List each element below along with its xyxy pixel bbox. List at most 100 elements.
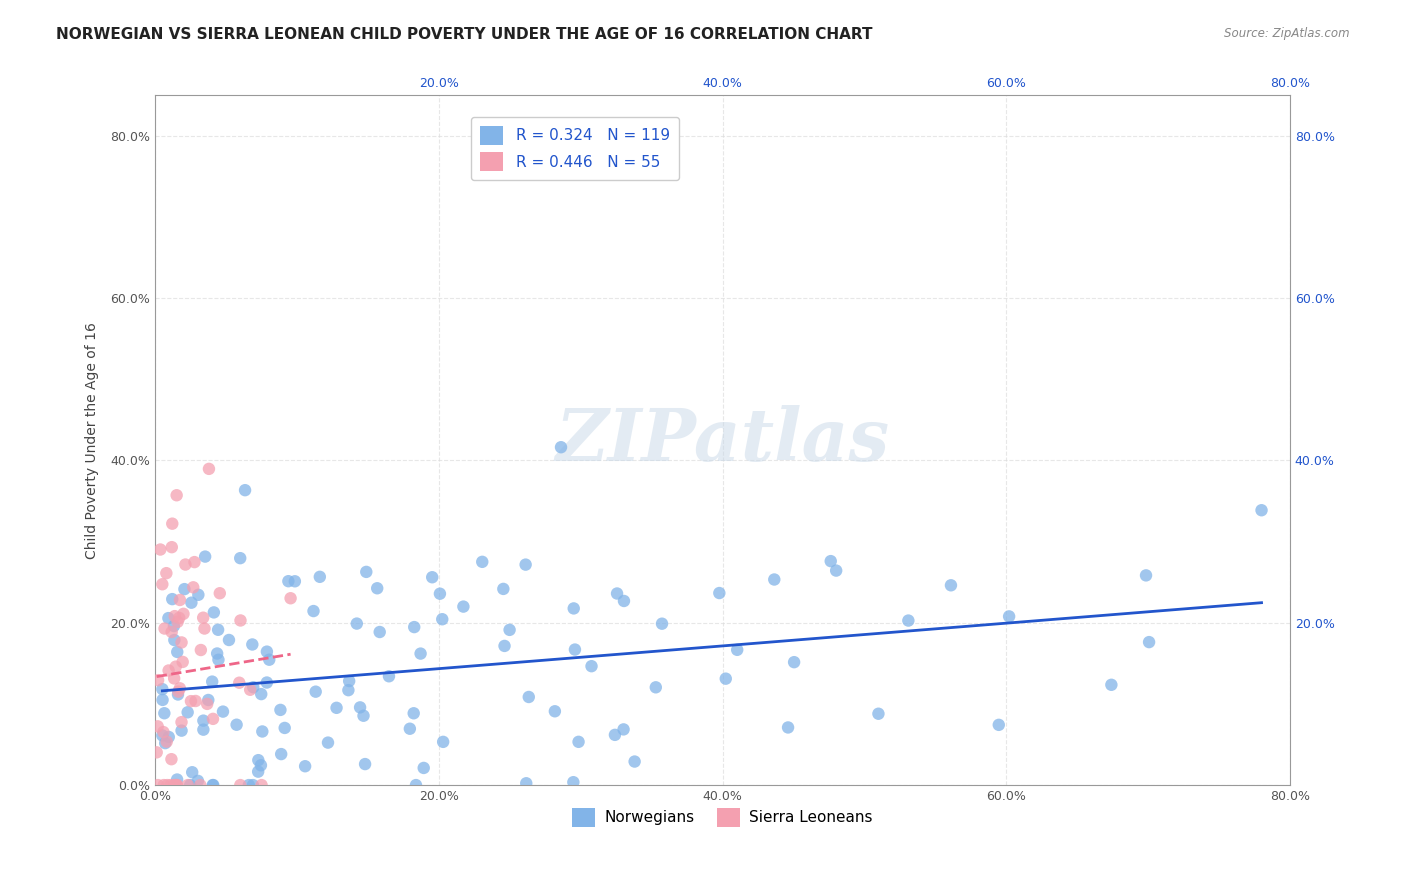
Point xyxy=(1137,635,1160,649)
Point xyxy=(987,718,1010,732)
Point xyxy=(613,594,636,608)
Point xyxy=(316,736,339,750)
Point xyxy=(250,778,273,792)
Point xyxy=(612,723,634,737)
Point xyxy=(167,684,190,698)
Point xyxy=(157,611,180,625)
Point xyxy=(201,674,224,689)
Point xyxy=(515,558,537,572)
Point xyxy=(174,558,197,572)
Point xyxy=(725,643,748,657)
Point xyxy=(207,623,229,637)
Point xyxy=(152,725,174,739)
Point xyxy=(167,611,190,625)
Point xyxy=(152,778,174,792)
Point xyxy=(208,586,231,600)
Point xyxy=(149,542,172,557)
Point xyxy=(453,599,475,614)
Point xyxy=(606,586,628,600)
Point xyxy=(152,693,174,707)
Point xyxy=(273,721,295,735)
Point xyxy=(157,730,180,744)
Point xyxy=(162,516,184,531)
Point xyxy=(202,778,225,792)
Point xyxy=(412,761,434,775)
Point xyxy=(550,440,572,454)
Point xyxy=(160,540,183,554)
Point xyxy=(229,614,252,628)
Point xyxy=(166,778,188,792)
Point xyxy=(1135,568,1157,582)
Point xyxy=(277,574,299,589)
Point xyxy=(305,684,328,698)
Point xyxy=(240,638,263,652)
Point xyxy=(256,675,278,690)
Point xyxy=(562,601,585,615)
Point xyxy=(197,693,219,707)
Point xyxy=(170,723,193,738)
Point xyxy=(194,549,217,564)
Point xyxy=(181,580,204,594)
Point xyxy=(998,609,1021,624)
Point xyxy=(163,672,186,686)
Text: Source: ZipAtlas.com: Source: ZipAtlas.com xyxy=(1225,27,1350,40)
Point xyxy=(177,778,200,792)
Point xyxy=(166,778,188,792)
Point xyxy=(150,728,173,742)
Point xyxy=(176,706,198,720)
Point xyxy=(763,573,786,587)
Point xyxy=(471,555,494,569)
Point xyxy=(201,778,224,792)
Point xyxy=(193,622,215,636)
Y-axis label: Child Poverty Under the Age of 16: Child Poverty Under the Age of 16 xyxy=(86,322,100,558)
Point xyxy=(201,712,224,726)
Point xyxy=(160,625,183,640)
Point xyxy=(166,645,188,659)
Point xyxy=(150,682,173,697)
Point xyxy=(172,655,194,669)
Point xyxy=(515,776,537,790)
Point xyxy=(603,728,626,742)
Point xyxy=(346,616,368,631)
Point xyxy=(567,735,589,749)
Point xyxy=(179,778,201,792)
Point xyxy=(432,612,454,626)
Point xyxy=(353,708,375,723)
Point xyxy=(180,694,202,708)
Point xyxy=(399,722,422,736)
Point xyxy=(157,664,180,678)
Point xyxy=(193,610,215,624)
Point xyxy=(564,642,586,657)
Point xyxy=(259,653,281,667)
Point xyxy=(325,701,347,715)
Point xyxy=(498,623,520,637)
Point xyxy=(163,619,186,633)
Text: ZIPatlas: ZIPatlas xyxy=(555,405,890,475)
Point xyxy=(284,574,307,589)
Point xyxy=(146,673,169,687)
Point xyxy=(207,653,229,667)
Point xyxy=(294,759,316,773)
Point xyxy=(193,723,215,737)
Point xyxy=(156,778,179,792)
Point xyxy=(187,588,209,602)
Point xyxy=(354,757,377,772)
Point xyxy=(159,778,181,792)
Point xyxy=(783,655,806,669)
Point xyxy=(212,705,235,719)
Point xyxy=(165,659,187,673)
Point xyxy=(166,615,188,629)
Point xyxy=(150,577,173,591)
Point xyxy=(252,724,274,739)
Point xyxy=(173,582,195,596)
Point xyxy=(183,555,205,569)
Point xyxy=(544,704,567,718)
Point xyxy=(238,778,260,792)
Point xyxy=(247,753,270,767)
Point xyxy=(250,758,273,772)
Point xyxy=(302,604,325,618)
Point xyxy=(644,681,666,695)
Point xyxy=(163,778,186,792)
Point xyxy=(402,706,425,721)
Text: NORWEGIAN VS SIERRA LEONEAN CHILD POVERTY UNDER THE AGE OF 16 CORRELATION CHART: NORWEGIAN VS SIERRA LEONEAN CHILD POVERT… xyxy=(56,27,873,42)
